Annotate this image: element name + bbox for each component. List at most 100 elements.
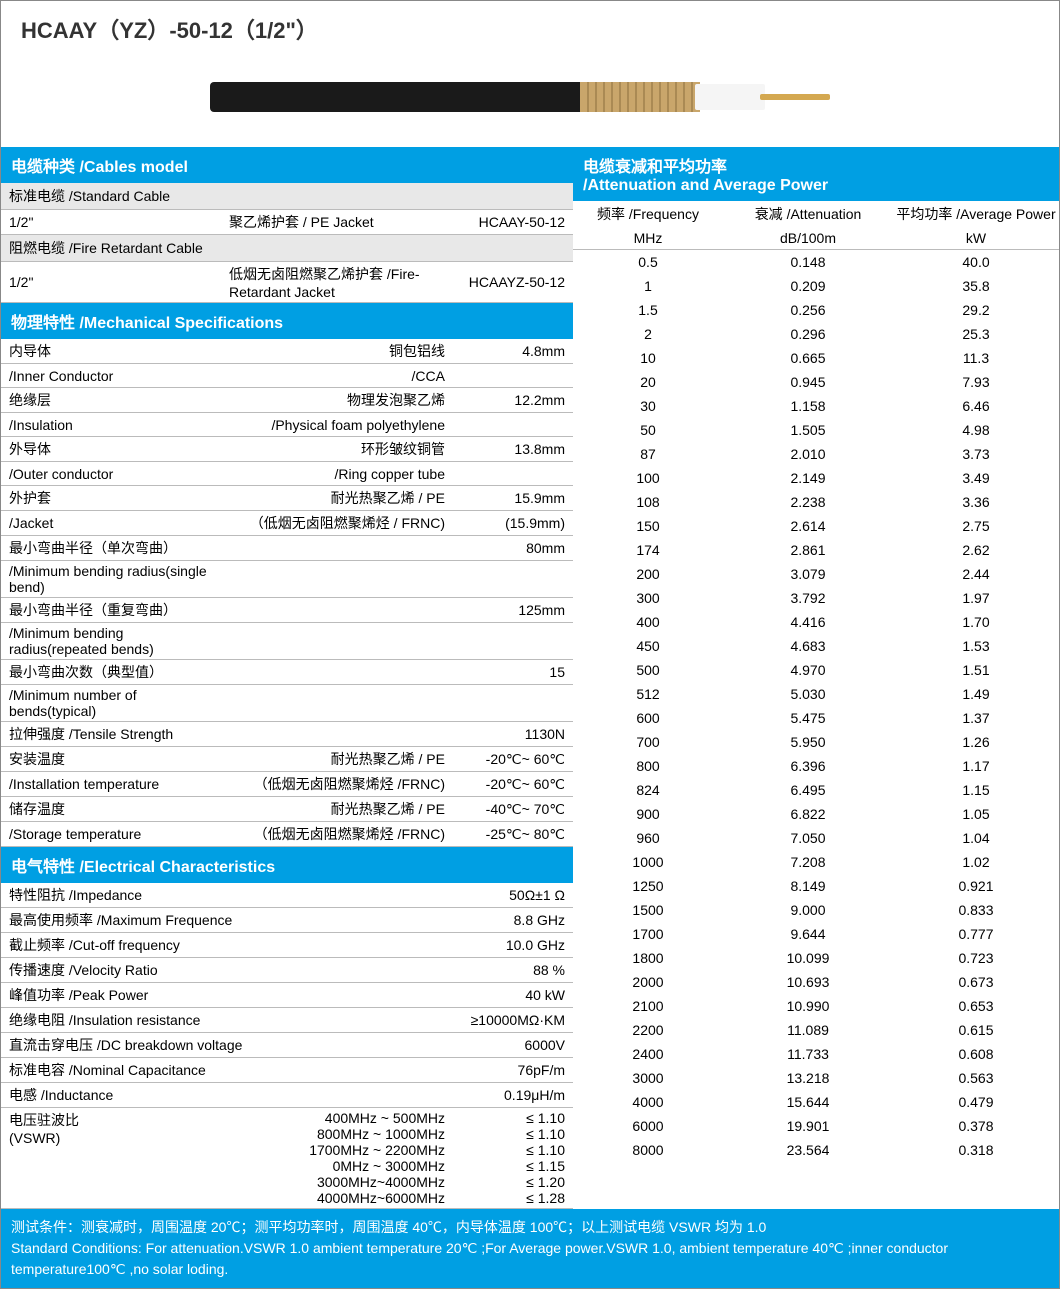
- att-atten: 10.693: [723, 970, 893, 994]
- att-freq: 150: [573, 514, 723, 538]
- right-column: 电缆衰减和平均功率 /Attenuation and Average Power…: [573, 147, 1059, 1209]
- att-atten: 1.505: [723, 418, 893, 442]
- mech-desc: 耐光热聚乙烯 / PE: [221, 747, 453, 771]
- att-freq: 1250: [573, 874, 723, 898]
- mech-desc: [221, 639, 453, 643]
- att-atten: 23.564: [723, 1138, 893, 1162]
- vswr-freq: 400MHz ~ 500MHz: [229, 1110, 445, 1126]
- mech-label: 最小弯曲次数（典型值）: [1, 660, 221, 684]
- mech-row: /Outer conductor/Ring copper tube: [1, 462, 573, 486]
- vswr-val: ≤ 1.15: [461, 1158, 565, 1174]
- mech-desc: （低烟无卤阻燃聚烯烃 /FRNC): [221, 822, 453, 846]
- vswr-block: 电压驻波比 (VSWR) 400MHz ~ 500MHz800MHz ~ 100…: [1, 1108, 573, 1209]
- att-atten: 6.396: [723, 754, 893, 778]
- att-power: 1.26: [893, 730, 1059, 754]
- fire-jacket: 低烟无卤阻燃聚乙烯护套 /Fire-Retardant Jacket: [221, 262, 453, 302]
- att-data-row: 1002.1493.49: [573, 466, 1059, 490]
- att-freq: 1500: [573, 898, 723, 922]
- mech-value: 15: [453, 662, 573, 682]
- att-power: 0.653: [893, 994, 1059, 1018]
- att-data-row: 0.50.14840.0: [573, 250, 1059, 274]
- mech-row: /Minimum number of bends(typical): [1, 685, 573, 722]
- att-data-row: 17009.6440.777: [573, 922, 1059, 946]
- att-power: 1.49: [893, 682, 1059, 706]
- vswr-label1: 电压驻波比: [9, 1110, 213, 1130]
- att-atten: 0.296: [723, 322, 893, 346]
- att-atten: 0.148: [723, 250, 893, 274]
- elec-label: 最高使用频率 /Maximum Frequence: [1, 908, 423, 932]
- vswr-freq: 3000MHz~4000MHz: [229, 1174, 445, 1190]
- mech-desc: 耐光热聚乙烯 / PE: [221, 797, 453, 821]
- att-power: 0.479: [893, 1090, 1059, 1114]
- att-atten: 11.733: [723, 1042, 893, 1066]
- att-atten: 6.495: [723, 778, 893, 802]
- mech-label: /Outer conductor: [1, 464, 221, 484]
- att-atten: 0.209: [723, 274, 893, 298]
- att-freq: 1800: [573, 946, 723, 970]
- att-freq: 2000: [573, 970, 723, 994]
- mech-value: 80mm: [453, 538, 573, 558]
- elec-label: 直流击穿电压 /DC breakdown voltage: [1, 1033, 423, 1057]
- mech-row: 外导体环形皱纹铜管13.8mm: [1, 437, 573, 462]
- mech-value: 13.8mm: [453, 439, 573, 459]
- elec-label: 传播速度 /Velocity Ratio: [1, 958, 423, 982]
- mech-value: [453, 639, 573, 643]
- elec-value: 50Ω±1 Ω: [423, 885, 573, 905]
- attenuation-header: 电缆衰减和平均功率 /Attenuation and Average Power: [573, 147, 1059, 201]
- att-power: 1.02: [893, 850, 1059, 874]
- mech-label: /Installation temperature: [1, 774, 221, 794]
- att-atten: 10.990: [723, 994, 893, 1018]
- vswr-freq: 0MHz ~ 3000MHz: [229, 1158, 445, 1174]
- att-data-row: 240011.7330.608: [573, 1042, 1059, 1066]
- att-data-row: 400015.6440.479: [573, 1090, 1059, 1114]
- mech-row: /Storage temperature（低烟无卤阻燃聚烯烃 /FRNC)-25…: [1, 822, 573, 847]
- elec-label: 电感 /Inductance: [1, 1083, 423, 1107]
- att-power: 0.378: [893, 1114, 1059, 1138]
- mech-label: 拉伸强度 /Tensile Strength: [1, 722, 221, 746]
- elec-row: 电感 /Inductance0.19μH/m: [1, 1083, 573, 1108]
- mech-label: 最小弯曲半径（重复弯曲）: [1, 598, 221, 622]
- elec-value: 76pF/m: [423, 1060, 573, 1080]
- att-data-row: 200.9457.93: [573, 370, 1059, 394]
- mech-desc: [221, 608, 453, 612]
- left-column: 电缆种类 /Cables model 标准电缆 /Standard Cable …: [1, 147, 573, 1209]
- att-atten: 6.822: [723, 802, 893, 826]
- att-atten: 5.950: [723, 730, 893, 754]
- att-power: 25.3: [893, 322, 1059, 346]
- mech-row: 最小弯曲次数（典型值） 15: [1, 660, 573, 685]
- electrical-header: 电气特性 /Electrical Characteristics: [1, 847, 573, 883]
- att-unit-power: kW: [893, 227, 1059, 249]
- mech-desc: 环形皱纹铜管: [221, 437, 453, 461]
- att-power: 29.2: [893, 298, 1059, 322]
- mech-value: [453, 701, 573, 705]
- att-data-row: 180010.0990.723: [573, 946, 1059, 970]
- vswr-label2: (VSWR): [9, 1130, 213, 1146]
- mech-row: 储存温度耐光热聚乙烯 / PE-40℃~ 70℃: [1, 797, 573, 822]
- elec-row: 传播速度 /Velocity Ratio88 %: [1, 958, 573, 983]
- datasheet-container: HCAAY（YZ）-50-12（1/2"） 电缆种类 /Cables model…: [0, 0, 1060, 1289]
- att-data-row: 872.0103.73: [573, 442, 1059, 466]
- att-power: 1.97: [893, 586, 1059, 610]
- att-freq: 30: [573, 394, 723, 418]
- att-data-row: 5125.0301.49: [573, 682, 1059, 706]
- att-freq: 960: [573, 826, 723, 850]
- elec-row: 直流击穿电压 /DC breakdown voltage6000V: [1, 1033, 573, 1058]
- elec-label: 标准电容 /Nominal Capacitance: [1, 1058, 423, 1082]
- att-data-row: 9006.8221.05: [573, 802, 1059, 826]
- att-data-row: 7005.9501.26: [573, 730, 1059, 754]
- mech-row: 安装温度耐光热聚乙烯 / PE-20℃~ 60℃: [1, 747, 573, 772]
- att-freq: 500: [573, 658, 723, 682]
- mech-row: /Minimum bending radius(single bend): [1, 561, 573, 598]
- att-atten: 8.149: [723, 874, 893, 898]
- mechanical-header: 物理特性 /Mechanical Specifications: [1, 303, 573, 339]
- mech-value: 15.9mm: [453, 488, 573, 508]
- att-unit-atten: dB/100m: [723, 227, 893, 249]
- mech-label: /Storage temperature: [1, 824, 221, 844]
- att-freq: 10: [573, 346, 723, 370]
- mech-desc: [221, 670, 453, 674]
- att-freq: 824: [573, 778, 723, 802]
- att-atten: 4.416: [723, 610, 893, 634]
- att-power: 3.36: [893, 490, 1059, 514]
- att-power: 40.0: [893, 250, 1059, 274]
- mech-label: /Jacket: [1, 513, 221, 533]
